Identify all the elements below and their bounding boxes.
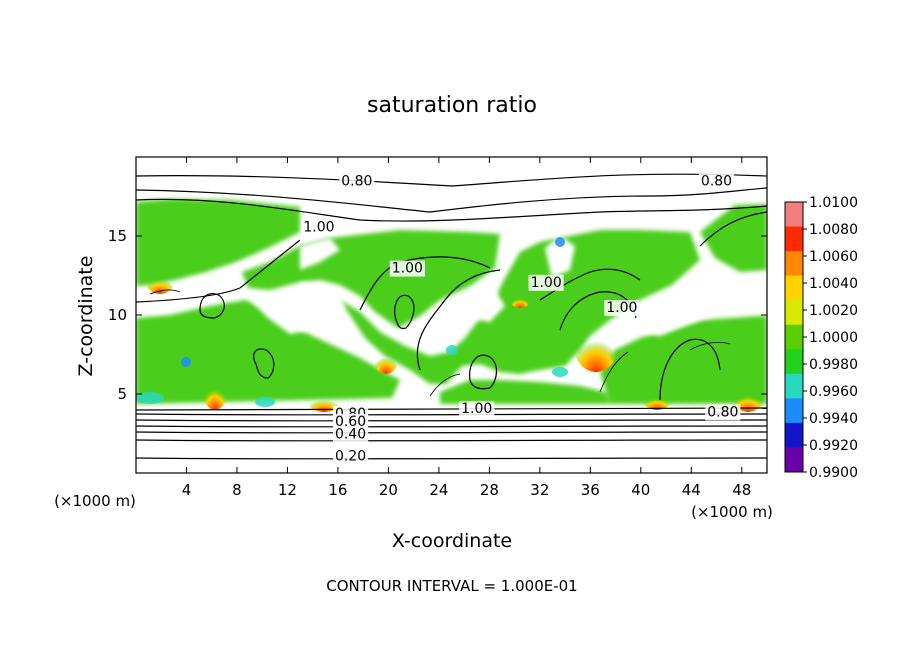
subsaturated-streaks [250, 236, 740, 336]
contour-label: 1.00 [531, 275, 562, 291]
colorbar-tick-label: 1.0080 [809, 222, 858, 238]
colorbar-tick-label: 1.0000 [809, 330, 858, 346]
contour-label-background [301, 219, 337, 236]
x-tick-label: 24 [429, 481, 448, 499]
colorbar-swatch [785, 422, 803, 448]
chart-title: saturation ratio [367, 93, 537, 118]
saturation-field [136, 199, 767, 404]
contour-label: 1.00 [392, 261, 423, 277]
colorbar-swatch [785, 300, 803, 326]
colorbar-tick-label: 1.0020 [809, 303, 858, 319]
x-tick-label: 44 [682, 481, 701, 499]
x-tick-label: 4 [182, 481, 192, 499]
colorbar-tick-label: 0.9900 [809, 465, 858, 481]
contour-label: 0.80 [701, 174, 732, 190]
colorbar-tick-label: 0.9980 [809, 357, 858, 373]
contour-label: 0.40 [335, 427, 366, 443]
contour-label-background [528, 274, 564, 291]
colorbar-tick-label: 1.0040 [809, 276, 858, 292]
contour-label-background [698, 173, 735, 190]
y-tick-label: 15 [108, 227, 127, 245]
y-axis-label: Z-coordinate [75, 256, 97, 377]
colorbar-swatch [785, 324, 803, 350]
contour-label: 1.00 [303, 220, 334, 236]
contour-label: 0.80 [707, 404, 738, 420]
x-tick-label: 40 [631, 481, 650, 499]
x-tick-label: 48 [732, 481, 751, 499]
colorbar-swatch [785, 275, 803, 301]
x-tick-label: 8 [232, 481, 242, 499]
contour-label: 1.00 [606, 300, 637, 316]
contour-label: 0.80 [341, 174, 372, 190]
contour-label-background [705, 404, 741, 421]
colorbar: 1.0100 1.0080 1.0060 1.0040 1.0020 1.0000 0.99… [784, 195, 858, 481]
colorbar-tick-label: 0.9920 [809, 438, 858, 454]
colorbar-swatch [785, 202, 803, 228]
x-tick-label: 36 [581, 481, 600, 499]
contour-label-background [459, 401, 495, 418]
colorbar-tick-label: 1.0060 [809, 249, 858, 265]
contour-label-background [604, 300, 640, 317]
colorbar-swatch [785, 251, 803, 277]
colorbar-swatch [785, 447, 803, 473]
contour-interval: CONTOUR INTERVAL = 1.000E-01 [326, 577, 577, 595]
colorbar-swatch [785, 373, 803, 399]
y-tick-label: 5 [117, 385, 127, 403]
colorbar-swatch [785, 226, 803, 252]
contour-label-background [332, 413, 369, 430]
contour-labels: 0.80 0.80 1.00 1.00 1.00 1.00 1.00 0.80 0.600.40… [301, 173, 741, 465]
colorbar-tick-label: 1.0100 [809, 195, 858, 211]
y-tick-label: 10 [108, 306, 127, 324]
x-tick-label: 32 [530, 481, 549, 499]
x-tick-label: 16 [328, 481, 347, 499]
thin-contours [149, 289, 731, 397]
x-tick-label: 20 [379, 481, 398, 499]
contour-label-background [389, 260, 425, 277]
colorbar-tick-label: 0.9940 [809, 411, 858, 427]
contour-label: 0.20 [335, 449, 366, 465]
x-tick-label: 28 [480, 481, 499, 499]
colorbar-swatch [785, 398, 803, 424]
x-axis-ticks: 4 8 12 16 20 24 28 32 36 40 44 48 [182, 157, 751, 499]
x-unit-left: (×1000 m) [54, 492, 136, 510]
plot-area: 0.80 0.80 1.00 1.00 1.00 1.00 1.00 0.80 0.600.40… [136, 157, 767, 473]
contour-label-background [332, 426, 369, 443]
colorbar-tick-label: 0.9960 [809, 384, 858, 400]
x-axis-label: X-coordinate [392, 530, 512, 552]
contour-label-background [339, 173, 375, 190]
y-axis-ticks: 5 10 15 [108, 227, 767, 403]
contour-lines [136, 173, 767, 460]
x-unit-right: (×1000 m) [691, 503, 773, 521]
x-tick-label: 12 [278, 481, 297, 499]
contour-label: 0.60 [335, 414, 366, 430]
colorbar-swatch [785, 349, 803, 375]
subsaturated-edges [136, 237, 568, 407]
contour-label-background [332, 448, 369, 465]
contour-label: 1.00 [461, 401, 492, 417]
